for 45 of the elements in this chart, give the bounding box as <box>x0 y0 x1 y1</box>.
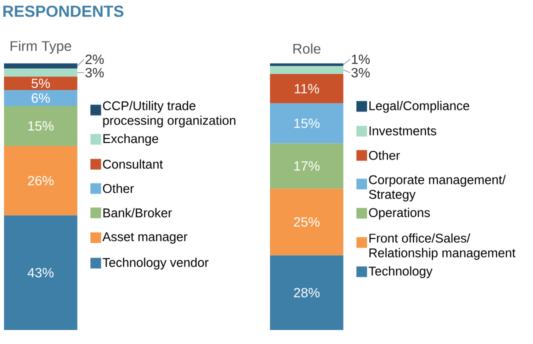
data-label: 6% <box>32 93 50 103</box>
bar <box>4 215 78 330</box>
data-label: 1% <box>352 54 370 64</box>
legend-label: Front office/Sales/ Relationship management <box>369 233 516 260</box>
chart-subtitle: Role <box>293 43 320 54</box>
chart-title: RESPONDENTS <box>3 6 124 17</box>
legend-label: Legal/Compliance <box>369 100 470 113</box>
bar <box>270 63 344 66</box>
legend-label: CCP/Utility trade processing organization <box>103 100 236 128</box>
data-label: 2% <box>86 54 104 64</box>
data-label: 15% <box>294 118 320 128</box>
bar <box>4 68 78 77</box>
bar <box>4 63 78 69</box>
legend-label: Exchange <box>103 134 158 146</box>
legend-label: Technology vendor <box>102 258 208 270</box>
data-label: 26% <box>28 176 54 186</box>
data-label: 17% <box>294 161 320 171</box>
bar <box>270 143 344 189</box>
legend-label: Corporate management/ Strategy <box>368 174 506 202</box>
legend-label: Bank/Broker <box>103 208 172 218</box>
data-label: 28% <box>294 288 320 298</box>
legend-label: Other <box>103 184 134 194</box>
bar <box>4 90 78 106</box>
data-label: 15% <box>28 121 54 131</box>
data-label: 11% <box>294 84 320 94</box>
data-label: 3% <box>351 68 370 78</box>
legend-label: Operations <box>369 208 430 220</box>
chart-subtitle: Firm Type <box>10 40 72 54</box>
data-label: 43% <box>28 268 54 278</box>
data-label: 25% <box>294 217 320 227</box>
legend-label: Technology <box>368 266 432 278</box>
legend-label: Other <box>369 150 400 160</box>
bar <box>270 188 344 256</box>
bar <box>270 255 344 330</box>
bar <box>4 106 78 146</box>
legend-label: Asset manager <box>102 232 188 244</box>
data-label: 3% <box>85 68 104 78</box>
bar <box>270 103 344 144</box>
legend-label: Investments <box>370 126 436 136</box>
data-label: 5% <box>32 78 50 88</box>
bar <box>4 146 78 216</box>
bar <box>4 76 78 90</box>
bar <box>270 66 344 74</box>
bar <box>270 74 344 104</box>
legend-label: Consultant <box>103 159 163 169</box>
